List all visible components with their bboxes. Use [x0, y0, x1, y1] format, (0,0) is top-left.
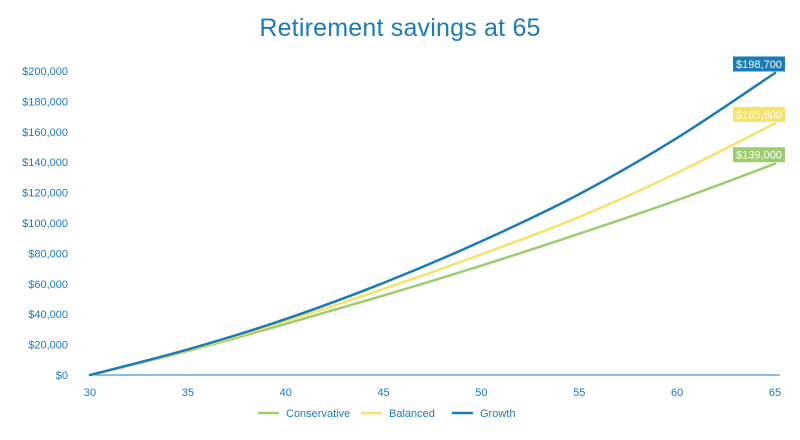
- end-label-box-balanced: [733, 106, 785, 122]
- y-tick-label: $60,000: [28, 279, 68, 291]
- x-tick-label: 30: [84, 387, 96, 399]
- end-label-box-growth: [733, 56, 785, 72]
- y-tick-label: $20,000: [28, 340, 68, 352]
- end-labels: $139,000 $165,600 $198,700: [733, 56, 785, 163]
- legend-label-conservative: Conservative: [286, 408, 350, 420]
- series-line-growth: [88, 71, 777, 377]
- legend: Conservative Balanced Growth: [258, 408, 515, 420]
- series-line-balanced: [88, 122, 777, 377]
- y-tick-label: $0: [56, 370, 68, 382]
- series-lines: [88, 71, 777, 377]
- x-tick-label: 35: [182, 387, 194, 399]
- x-tick-label: 50: [475, 387, 487, 399]
- end-label-balanced: $165,600: [736, 109, 782, 121]
- x-tick-label: 60: [671, 387, 683, 399]
- series-line-conservative: [88, 162, 777, 377]
- x-tick-label: 40: [280, 387, 292, 399]
- y-tick-label: $180,000: [22, 96, 68, 108]
- y-tick-label: $140,000: [22, 157, 68, 169]
- y-tick-label: $80,000: [28, 248, 68, 260]
- axes: $0 $20,000 $40,000 $60,000 $80,000 $100,000 $1…: [22, 66, 781, 399]
- end-label-growth: $198,700: [736, 59, 782, 71]
- x-tick-label: 65: [769, 387, 781, 399]
- x-tick-label: 45: [377, 387, 389, 399]
- chart-title: Retirement savings at 65: [259, 14, 541, 42]
- y-tick-label: $160,000: [22, 127, 68, 139]
- y-tick-label: $200,000: [22, 66, 68, 78]
- end-label-box-conservative: [733, 147, 785, 163]
- y-tick-label: $40,000: [28, 309, 68, 321]
- legend-label-growth: Growth: [480, 408, 515, 420]
- legend-label-balanced: Balanced: [389, 408, 435, 420]
- x-tick-label: 55: [573, 387, 585, 399]
- y-tick-label: $100,000: [22, 218, 68, 230]
- y-tick-label: $120,000: [22, 188, 68, 200]
- end-label-conservative: $139,000: [736, 150, 782, 162]
